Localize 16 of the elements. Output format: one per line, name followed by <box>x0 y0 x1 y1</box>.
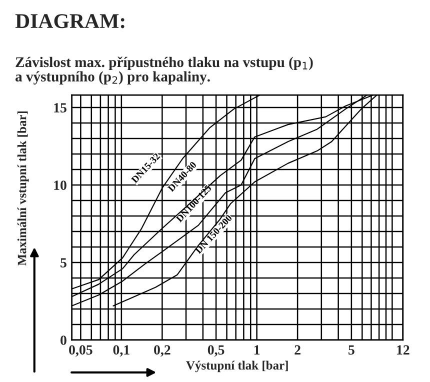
x-tick-label: 5 <box>348 345 354 355</box>
x-tick-label: 0,1 <box>113 345 130 357</box>
x-tick-label: 1 <box>254 345 260 354</box>
y-tick-label: 15 <box>54 103 66 112</box>
chart-title: DIAGRAM: <box>15 14 124 28</box>
x-tick-label: 0,05 <box>69 345 92 357</box>
text: Závislost max. přípustného tlaku na vstupu (p$_{1}$) a výstupního (p$_{2}$) pro kapaliny. <box>16 56 313 85</box>
y-tick-label: 5 <box>60 258 66 268</box>
y-tick-label: 10 <box>54 180 66 190</box>
y-axis-title: Maximální vstupní tlak [bar] <box>17 111 29 266</box>
x-tick-label: 2 <box>294 345 300 354</box>
y-tick-label: 0 <box>60 336 66 345</box>
x-tick-label: 0,5 <box>208 345 224 357</box>
x-tick-label: 0,2 <box>154 345 170 357</box>
x-axis-title: Výstupní tlak [bar] <box>186 360 288 372</box>
x-tick-label: 12 <box>397 345 410 354</box>
